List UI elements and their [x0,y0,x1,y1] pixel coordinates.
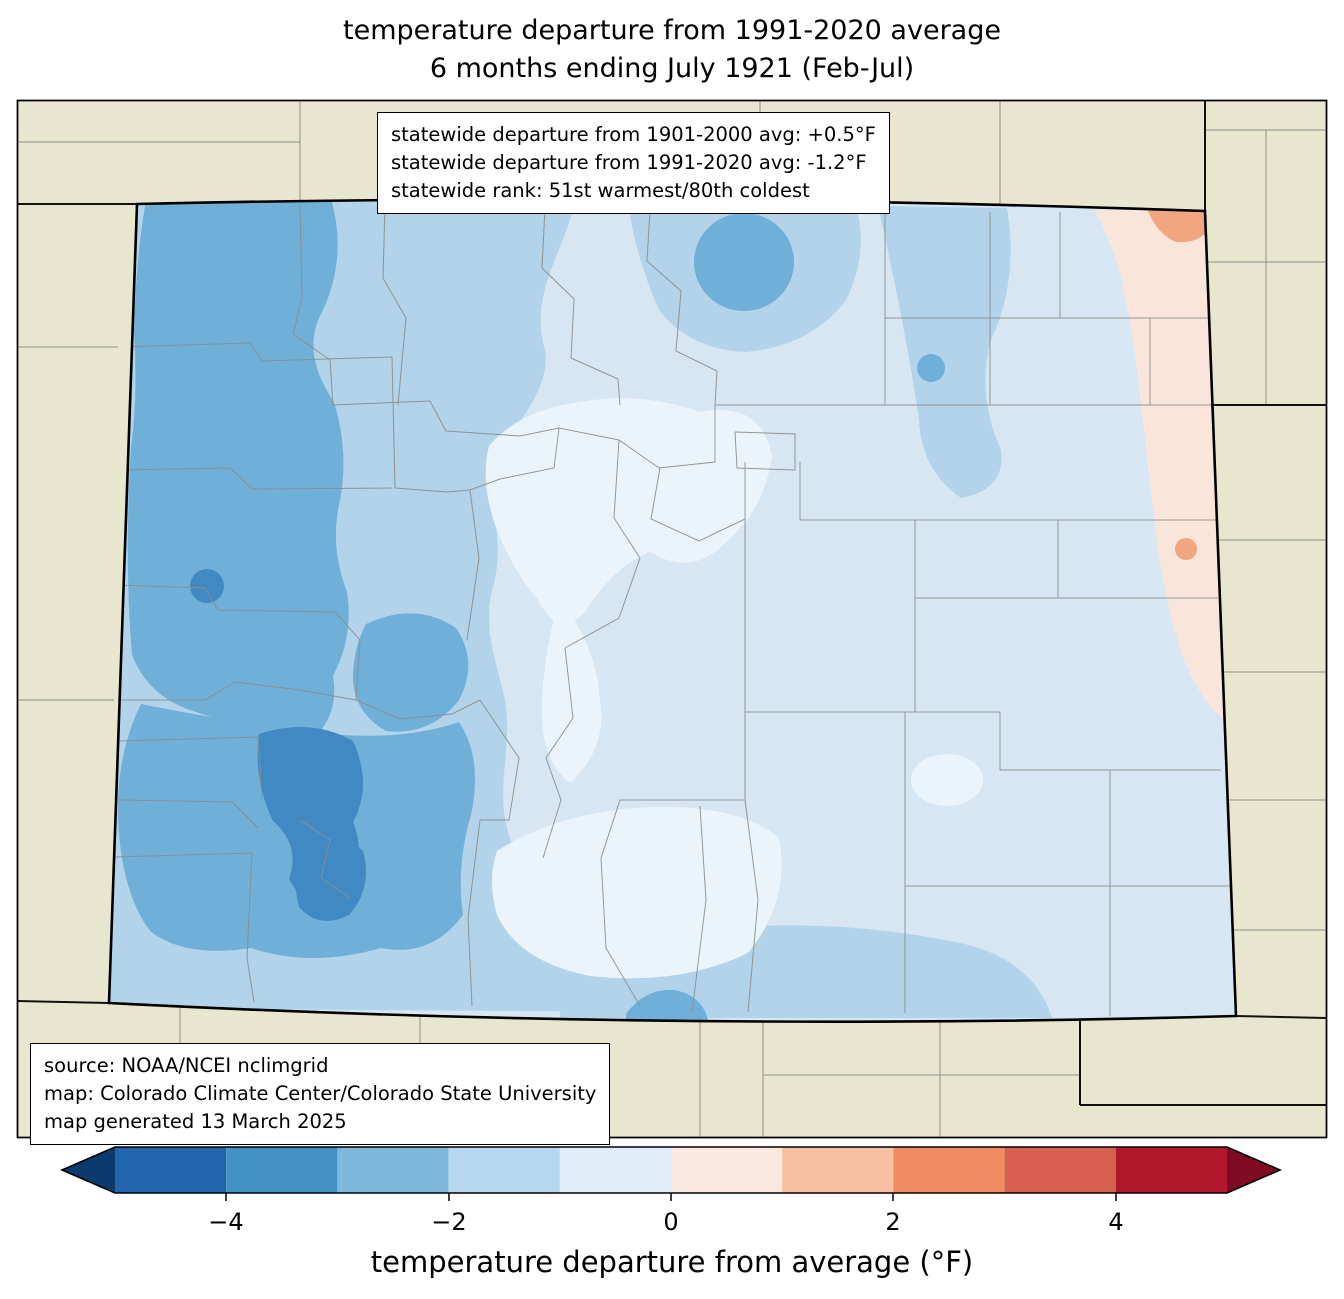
colorbar-tick-label-0: −4 [208,1208,243,1236]
colorbar-segment-5 [671,1147,783,1193]
stats-line-1: statewide departure from 1901-2000 avg: … [391,123,876,146]
colorbar-outline [59,1146,1283,1194]
region-northeast-band [878,206,1011,498]
colorbar-tick-label-2: 0 [663,1208,678,1236]
state-border-extensions [16,101,1327,1106]
colorbar-segment-1 [226,1147,338,1193]
title-line-2: 6 months ending July 1921 (Feb-Jul) [429,53,915,84]
region-south-border-notch [626,989,708,1020]
region-southeast-pale-spot [911,754,983,806]
region-top-center-blob [694,213,794,311]
region-west-central-arm [352,613,469,732]
region-northwest-blob [127,200,349,736]
colorbar-segment-8 [1004,1147,1116,1193]
stats-box: statewide departure from 1901-2000 avg: … [377,112,890,215]
colorbar-segment-0 [115,1147,227,1193]
neighbor-county-lines [17,101,1326,1137]
colorbar-ticks [225,1193,1117,1201]
region-southwest-core-lobe [294,834,366,921]
colorbar: −4 −2 0 2 4 temperature departure from a… [59,1146,1283,1279]
region-northeast-corner-warm [1146,206,1215,243]
map-frame-border [16,99,1328,1139]
colorbar-segment-4 [559,1147,671,1193]
colorbar-axis-label: temperature departure from average (°F) [371,1245,973,1279]
title-line-1: temperature departure from 1991-2020 ave… [343,15,1001,46]
figure-title: temperature departure from 1991-2020 ave… [0,12,1344,88]
source-line-1: source: NOAA/NCEI nclimgrid [44,1054,329,1077]
colorbar-left-arrow [62,1147,115,1193]
colorbar-segment-3 [448,1147,560,1193]
colorbar-tick-label-1: −2 [431,1208,466,1236]
colorbar-tick-label-3: 2 [885,1208,900,1236]
stats-line-3: statewide rank: 51st warmest/80th coldes… [391,179,810,203]
region-northeast-dot [917,354,945,382]
region-east-pink-strip [1095,210,1236,722]
colorado-county-lines [114,204,1233,1016]
region-central-pale [485,398,772,625]
colorbar-tick-label-4: 4 [1108,1208,1123,1236]
colorbar-right-arrow [1227,1147,1280,1193]
region-west-dot [190,569,224,603]
colorbar-segment-6 [782,1147,894,1193]
colorbar-segment-2 [337,1147,449,1193]
source-box: source: NOAA/NCEI nclimgrid map: Colorad… [30,1043,611,1146]
region-south-central-pale [492,806,782,979]
region-central-pale-corridor [541,601,602,783]
colorbar-segment-7 [893,1147,1005,1193]
colorbar-segment-9 [1115,1147,1227,1193]
region-east-warm-spot [1175,538,1197,560]
stats-line-2: statewide departure from 1991-2020 avg: … [391,151,867,175]
source-line-3: map generated 13 March 2025 [44,1110,347,1134]
source-line-2: map: Colorado Climate Center/Colorado St… [44,1082,597,1106]
